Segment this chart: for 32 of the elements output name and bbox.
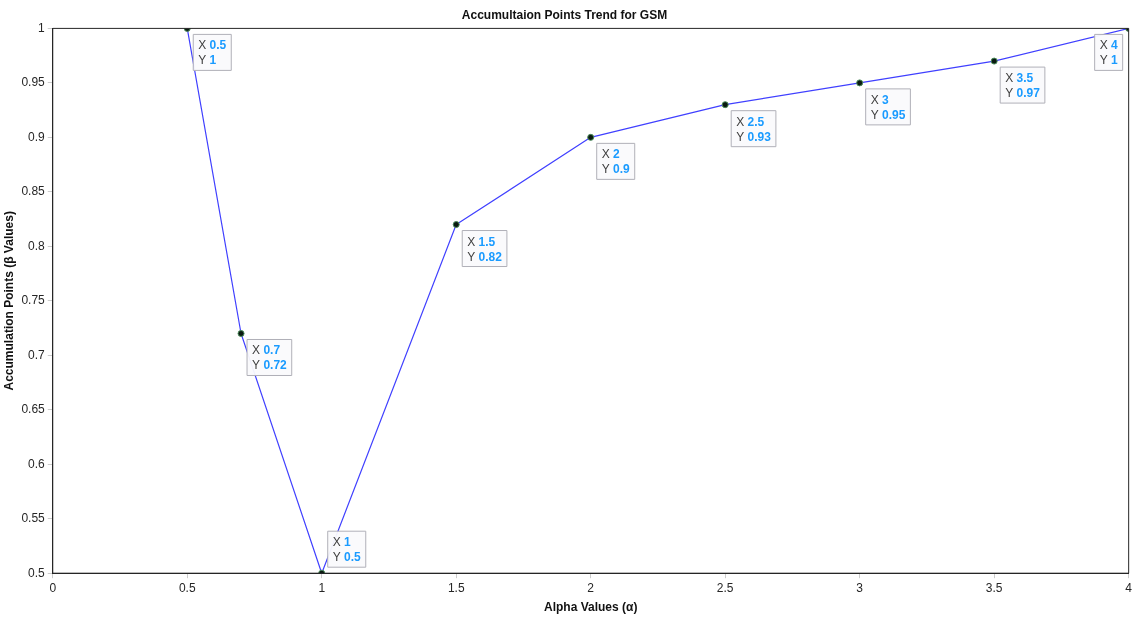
x-tick-label: 4 [1125,580,1133,595]
y-tick-label: 0.55 [21,511,46,526]
data-label: X 2.5 Y 0.93 [736,114,772,144]
x-tick-label: 1.5 [447,580,465,595]
x-tick-label: 3.5 [985,580,1003,595]
x-tick-label: 0 [49,580,57,595]
data-label: X 2 Y 0.9 [601,147,631,177]
y-tick-label: 0.95 [21,75,46,90]
y-tick-label: 1 [38,20,46,35]
y-tick-label: 0.9 [28,129,46,144]
y-tick-label: 0.5 [28,565,46,580]
data-label: X 3.5 Y 0.97 [1005,71,1041,101]
y-tick-label: 0.8 [28,238,46,253]
x-tick-label: 3 [856,580,864,595]
x-tick-label: 2.5 [716,580,734,595]
y-tick-label: 0.65 [21,402,46,417]
y-tick-label: 0.6 [28,456,46,471]
x-axis-title: Alpha Values (α) [544,600,638,615]
data-label: X 3 Y 0.95 [870,92,906,122]
x-tick-label: 2 [587,580,595,595]
y-tick-label: 0.7 [28,347,46,362]
data-label: X 4 Y 1 [1099,38,1118,68]
y-tick-label: 0.75 [21,293,46,308]
chart-title: Accumultaion Points Trend for GSM [461,7,668,22]
data-label: X 0.5 Y 1 [198,38,227,68]
y-axis-title: Accumulation Points (β Values) [1,211,16,391]
y-tick-label: 0.85 [21,184,46,199]
data-label: X 0.7 Y 0.72 [252,343,288,373]
x-tick-label: 0.5 [178,580,196,595]
data-label: X 1.5 Y 0.82 [467,234,503,264]
data-label: X 1 Y 0.5 [332,535,362,565]
x-tick-label: 1 [318,580,326,595]
